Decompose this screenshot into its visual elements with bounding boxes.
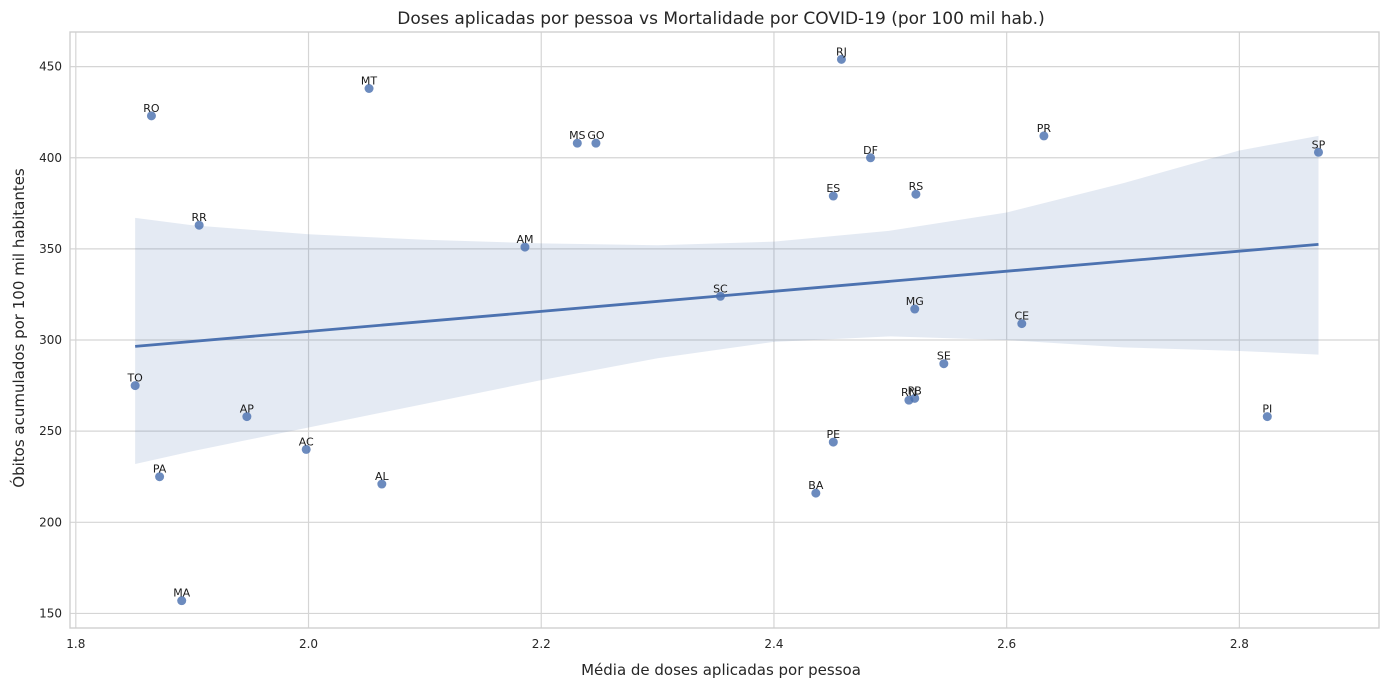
x-tick-labels: 1.8 2.0 2.2 2.4 2.6 2.8 — [66, 637, 1249, 651]
data-point-rr — [194, 220, 204, 230]
point-label-rj: RJ — [836, 45, 847, 58]
y-axis-title: Óbitos acumulados por 100 mil habitantes — [9, 168, 28, 488]
regression-line — [135, 242, 1319, 348]
point-label-mt: MT — [361, 75, 377, 88]
y-tick-label: 450 — [39, 60, 62, 74]
data-point-pb — [910, 393, 920, 403]
y-tick-label: 200 — [39, 515, 62, 529]
y-tick-label: 250 — [39, 424, 62, 438]
data-point-pi — [1262, 412, 1272, 422]
data-point-rs — [911, 189, 921, 199]
data-point-df — [866, 153, 876, 163]
data-point-ms — [572, 138, 582, 148]
x-tick-label: 2.6 — [997, 637, 1016, 651]
data-point-ma — [177, 596, 187, 606]
grid-lines — [70, 32, 1379, 628]
point-label-ba: BA — [808, 479, 824, 492]
data-point-ro — [146, 111, 156, 121]
point-label-pr: PR — [1037, 122, 1052, 135]
point-label-ma: MA — [173, 587, 190, 600]
y-tick-labels: 150 200 250 300 350 400 450 — [39, 60, 62, 621]
data-point-es — [828, 191, 838, 201]
point-label-rr: RR — [192, 211, 208, 224]
data-point-pa — [155, 472, 165, 482]
point-label-to: TO — [126, 372, 143, 385]
point-label-go: GO — [587, 129, 605, 142]
data-point-mg — [910, 304, 920, 314]
data-point-ba — [811, 488, 821, 498]
point-label-sp: SP — [1312, 138, 1326, 151]
point-label-pb: PB — [908, 384, 922, 397]
point-label-ro: RO — [143, 102, 160, 115]
data-point-am — [520, 242, 530, 252]
point-label-pa: PA — [153, 463, 167, 476]
x-tick-label: 2.4 — [764, 637, 783, 651]
point-label-ms: MS — [569, 129, 585, 142]
point-label-pe: PE — [826, 428, 840, 441]
point-label-rn: RN — [901, 386, 917, 399]
y-tick-label: 400 — [39, 151, 62, 165]
chart-title: Doses aplicadas por pessoa vs Mortalidad… — [397, 9, 1044, 29]
data-point-mt — [364, 84, 374, 94]
data-point-sc — [715, 291, 725, 301]
point-label-ac: AC — [299, 435, 314, 448]
point-label-se: SE — [937, 350, 951, 363]
data-point-go — [591, 138, 601, 148]
x-tick-label: 2.0 — [299, 637, 318, 651]
point-label-es: ES — [826, 182, 840, 195]
data-point-al — [377, 479, 387, 489]
y-tick-label: 300 — [39, 333, 62, 347]
y-tick-label: 350 — [39, 242, 62, 256]
data-point-ap — [242, 412, 252, 422]
point-label-al: AL — [375, 470, 390, 483]
data-point-ac — [301, 444, 311, 454]
point-label-df: DF — [863, 144, 878, 157]
point-label-mg: MG — [906, 295, 924, 308]
x-tick-label: 1.8 — [66, 637, 85, 651]
x-axis-title: Média de doses aplicadas por pessoa — [581, 661, 861, 679]
point-label-ce: CE — [1014, 310, 1029, 323]
confidence-band — [135, 135, 1319, 464]
data-points — [130, 54, 1323, 606]
data-point-sp — [1313, 147, 1323, 157]
data-point-pr — [1039, 131, 1049, 141]
data-point-pe — [828, 437, 838, 447]
data-point-se — [939, 359, 949, 369]
point-label-am: AM — [516, 233, 533, 246]
x-tick-label: 2.2 — [532, 637, 551, 651]
data-point-rj — [836, 54, 846, 64]
point-label-sc: SC — [713, 282, 728, 295]
x-tick-label: 2.8 — [1230, 637, 1249, 651]
data-point-ce — [1017, 319, 1027, 329]
point-label-ap: AP — [240, 403, 255, 416]
data-point-to — [130, 381, 140, 391]
y-tick-label: 150 — [39, 606, 62, 620]
plot-frame — [69, 31, 1380, 629]
point-label-pi: PI — [1262, 403, 1272, 416]
point-label-rs: RS — [909, 180, 924, 193]
